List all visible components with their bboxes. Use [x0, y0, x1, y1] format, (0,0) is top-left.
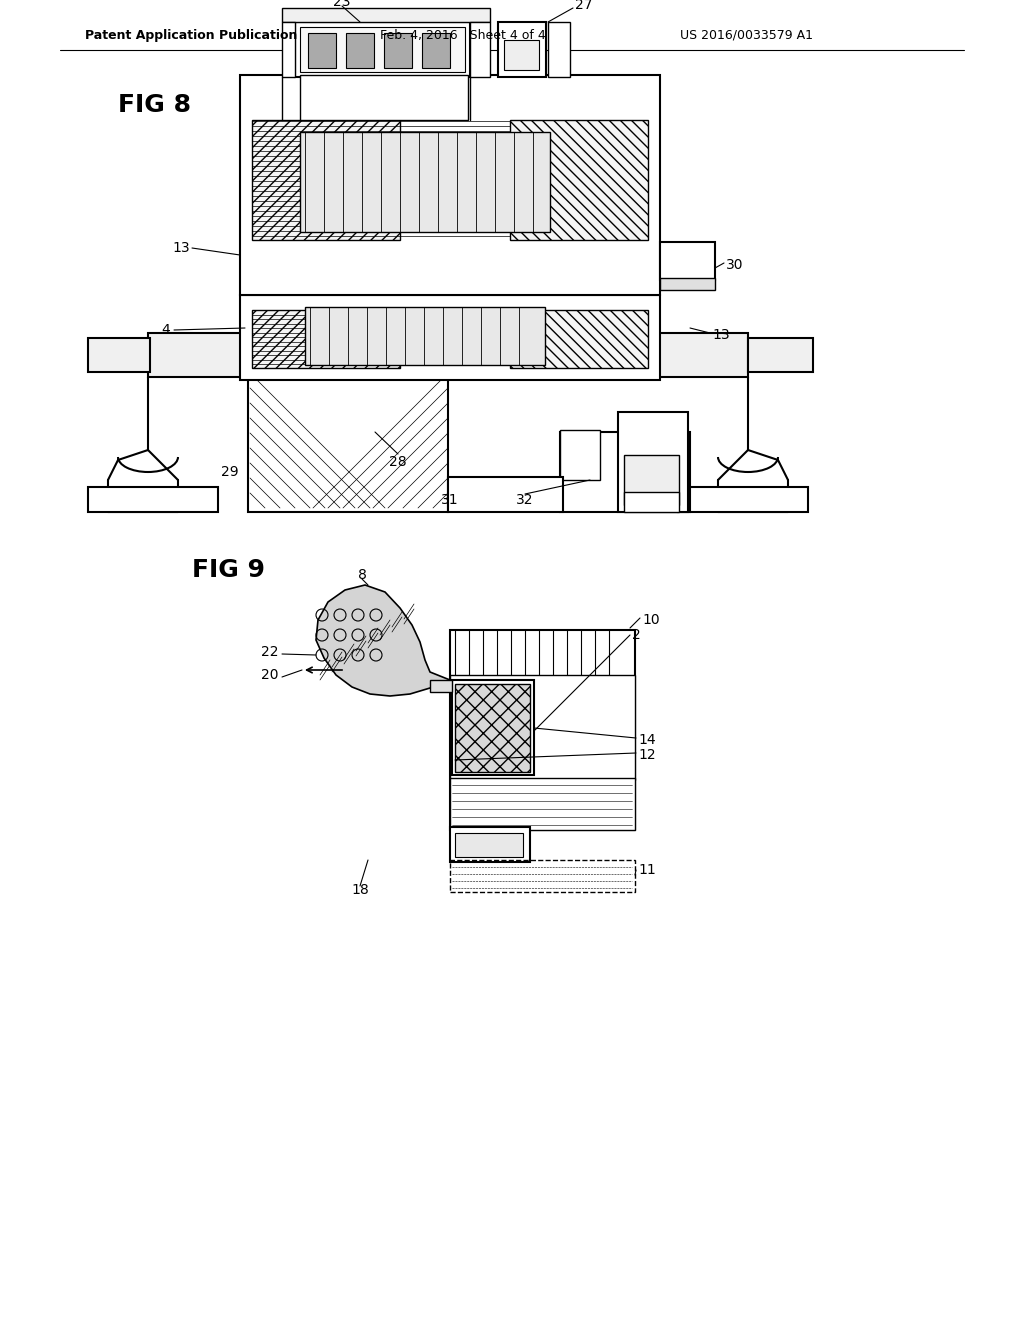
Ellipse shape [538, 154, 572, 210]
Text: FIG 9: FIG 9 [193, 558, 265, 582]
Ellipse shape [270, 154, 304, 210]
Text: 2: 2 [632, 628, 641, 642]
Bar [449, 477, 563, 512]
Bar [450, 861, 635, 892]
Bar [450, 630, 635, 830]
Bar [148, 333, 748, 378]
Bar [660, 242, 715, 280]
Ellipse shape [541, 315, 575, 356]
Bar [300, 132, 550, 232]
Text: 28: 28 [389, 455, 407, 469]
Bar [452, 680, 534, 775]
Text: 27: 27 [575, 0, 593, 12]
Bar [240, 294, 660, 380]
Text: 13: 13 [172, 242, 190, 255]
Bar [450, 828, 530, 862]
Bar [510, 120, 648, 240]
Bar [660, 279, 715, 290]
Bar [384, 33, 412, 69]
Text: 12: 12 [638, 748, 655, 762]
Text: US 2016/0033579 A1: US 2016/0033579 A1 [680, 29, 813, 41]
Text: 18: 18 [351, 883, 369, 898]
Polygon shape [620, 246, 660, 294]
Text: 32: 32 [516, 492, 534, 507]
Bar [346, 33, 374, 69]
Bar [470, 22, 490, 77]
Text: Patent Application Publication: Patent Application Publication [85, 29, 297, 41]
Bar [450, 675, 635, 780]
Polygon shape [240, 246, 280, 294]
Text: 22: 22 [260, 645, 278, 659]
Bar [748, 338, 813, 372]
Bar [560, 430, 600, 480]
Bar [455, 684, 530, 772]
Bar [88, 487, 218, 512]
Text: 31: 31 [441, 492, 459, 507]
Bar [618, 412, 688, 512]
Bar [305, 308, 545, 366]
Ellipse shape [273, 315, 307, 356]
Text: 4: 4 [161, 323, 170, 337]
Circle shape [549, 46, 561, 58]
Bar [282, 22, 295, 77]
Bar [548, 22, 570, 77]
Bar [450, 777, 635, 830]
Bar [510, 310, 648, 368]
Bar [248, 372, 449, 512]
Text: Feb. 4, 2016   Sheet 4 of 4: Feb. 4, 2016 Sheet 4 of 4 [380, 29, 546, 41]
Text: 10: 10 [642, 612, 659, 627]
Text: 11: 11 [638, 863, 655, 876]
Bar [498, 22, 546, 77]
Bar [252, 310, 400, 368]
Bar [560, 432, 690, 512]
Bar [430, 680, 452, 692]
Bar [88, 338, 150, 372]
Text: FIG 8: FIG 8 [118, 92, 191, 117]
Bar [455, 833, 523, 857]
Text: 14: 14 [638, 733, 655, 747]
Bar [624, 455, 679, 506]
Bar [504, 40, 539, 70]
Text: 20: 20 [260, 668, 278, 682]
Text: 8: 8 [357, 568, 367, 582]
Bar [624, 492, 679, 512]
Text: 30: 30 [726, 257, 743, 272]
Bar [240, 75, 660, 294]
Bar [300, 26, 465, 73]
Polygon shape [316, 585, 450, 696]
Bar [300, 75, 468, 120]
Bar [422, 33, 450, 69]
Text: 29: 29 [221, 465, 239, 479]
Bar [282, 8, 490, 22]
Text: 13: 13 [712, 327, 730, 342]
Bar [252, 120, 400, 240]
Text: 23: 23 [333, 0, 351, 9]
Bar [295, 22, 470, 77]
Bar [308, 33, 336, 69]
Bar [678, 487, 808, 512]
